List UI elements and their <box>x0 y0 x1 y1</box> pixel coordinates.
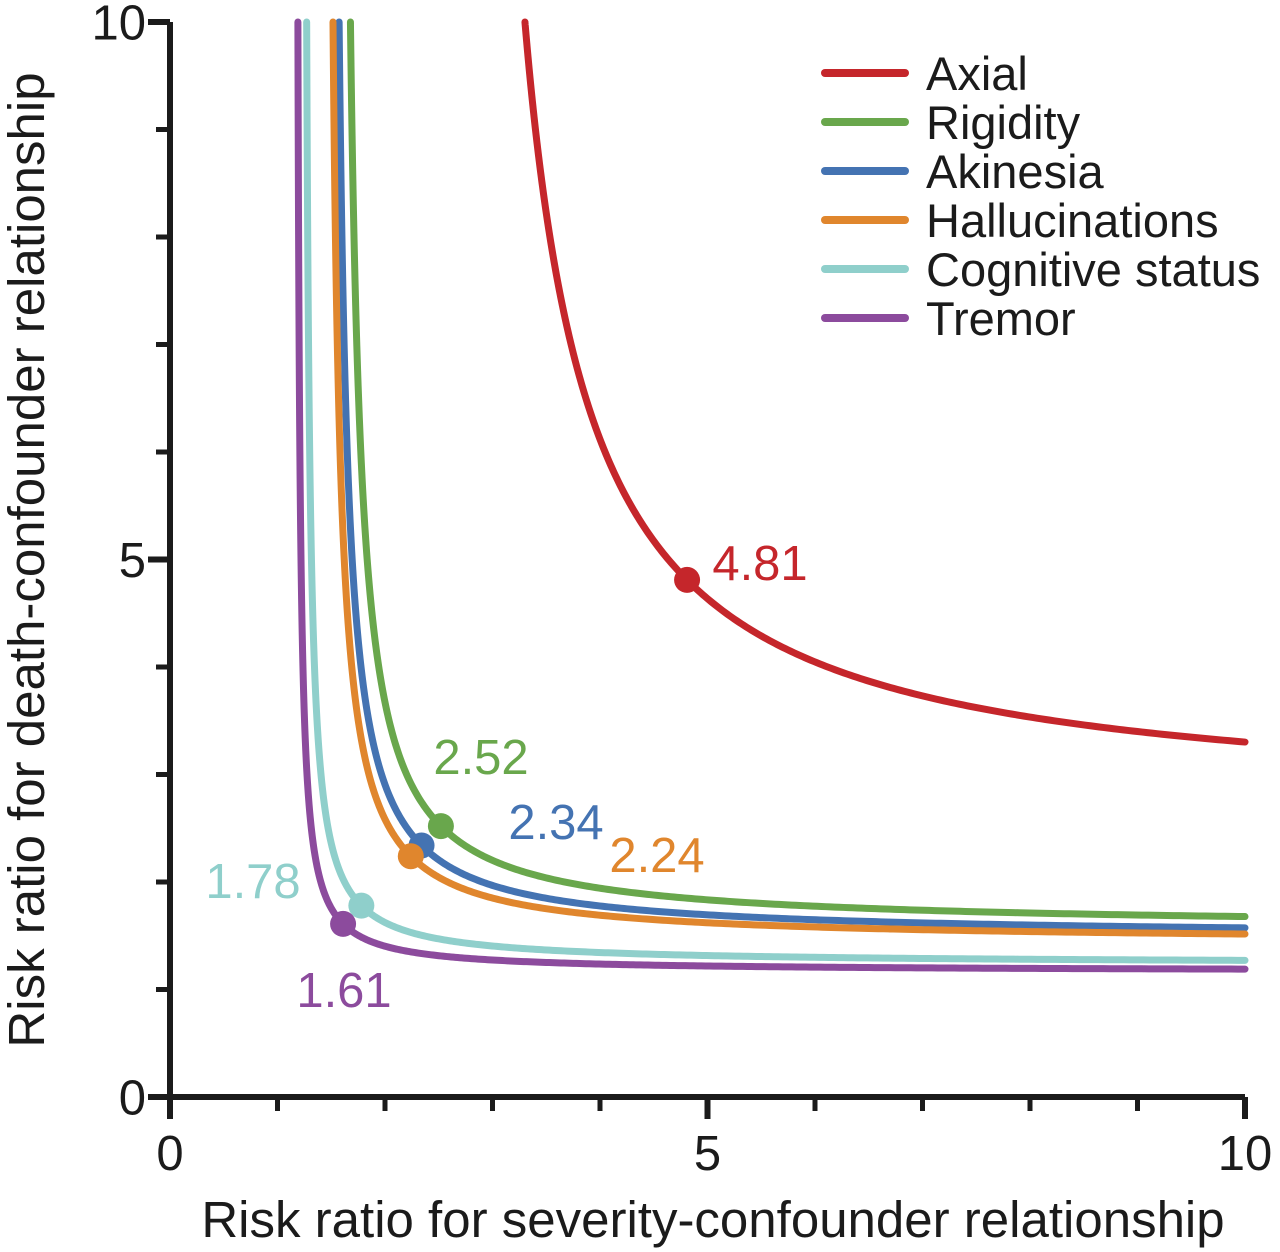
curve-axial <box>521 18 1249 746</box>
value-label-cognitive-status: 1.78 <box>205 855 300 909</box>
series-rigidity: 2.52 <box>346 18 1249 921</box>
legend-item-akinesia: Akinesia <box>821 145 1105 198</box>
curve-hallucinations <box>329 18 1249 938</box>
value-label-rigidity: 2.52 <box>433 731 528 785</box>
marker-axial <box>674 566 701 593</box>
marker-tremor <box>330 910 357 937</box>
legend-label-akinesia: Akinesia <box>926 145 1105 198</box>
marker-hallucinations <box>397 843 424 870</box>
marker-rigidity <box>427 813 454 840</box>
curve-tremor <box>294 18 1249 973</box>
y-tick-label-5: 5 <box>119 534 146 588</box>
value-label-axial: 4.81 <box>712 537 807 591</box>
x-tick-label-5: 5 <box>694 1127 721 1181</box>
series-tremor: 1.61 <box>294 18 1249 1018</box>
x-tick-label-0: 0 <box>156 1127 183 1181</box>
x-axis-ticks: 0 5 10 <box>156 1097 1272 1181</box>
series-axial: 4.81 <box>521 18 1249 746</box>
legend-label-cognitive-status: Cognitive status <box>926 243 1260 296</box>
legend-label-tremor: Tremor <box>926 292 1076 345</box>
curve-cognitive-status <box>303 18 1249 964</box>
y-tick-label-10: 10 <box>91 0 146 51</box>
legend-label-hallucinations: Hallucinations <box>926 194 1219 247</box>
legend-label-axial: Axial <box>926 47 1028 100</box>
curve-rigidity <box>346 18 1249 921</box>
series-hallucinations: 2.24 <box>329 18 1249 938</box>
value-label-hallucinations: 2.24 <box>609 829 704 883</box>
y-axis-ticks: 0 5 10 <box>91 0 170 1126</box>
y-axis-title: Risk ratio for death-confounder relation… <box>0 72 55 1047</box>
legend-item-rigidity: Rigidity <box>821 96 1081 149</box>
legend-label-rigidity: Rigidity <box>926 96 1081 149</box>
value-label-akinesia: 2.34 <box>508 796 603 850</box>
series-cognitive-status: 1.78 <box>205 18 1249 964</box>
marker-cognitive-status <box>348 892 375 919</box>
series-akinesia: 2.34 <box>335 18 1249 932</box>
legend-item-cognitive-status: Cognitive status <box>821 243 1260 296</box>
x-axis-title: Risk ratio for severity-confounder relat… <box>201 1191 1224 1248</box>
legend-item-hallucinations: Hallucinations <box>821 194 1219 247</box>
legend: AxialRigidityAkinesiaHallucinationsCogni… <box>821 47 1260 345</box>
x-tick-label-10: 10 <box>1218 1127 1273 1181</box>
curve-akinesia <box>335 18 1249 932</box>
y-tick-label-0: 0 <box>119 1072 146 1126</box>
legend-item-tremor: Tremor <box>821 292 1076 345</box>
legend-item-axial: Axial <box>821 47 1028 100</box>
value-label-tremor: 1.61 <box>296 964 391 1018</box>
